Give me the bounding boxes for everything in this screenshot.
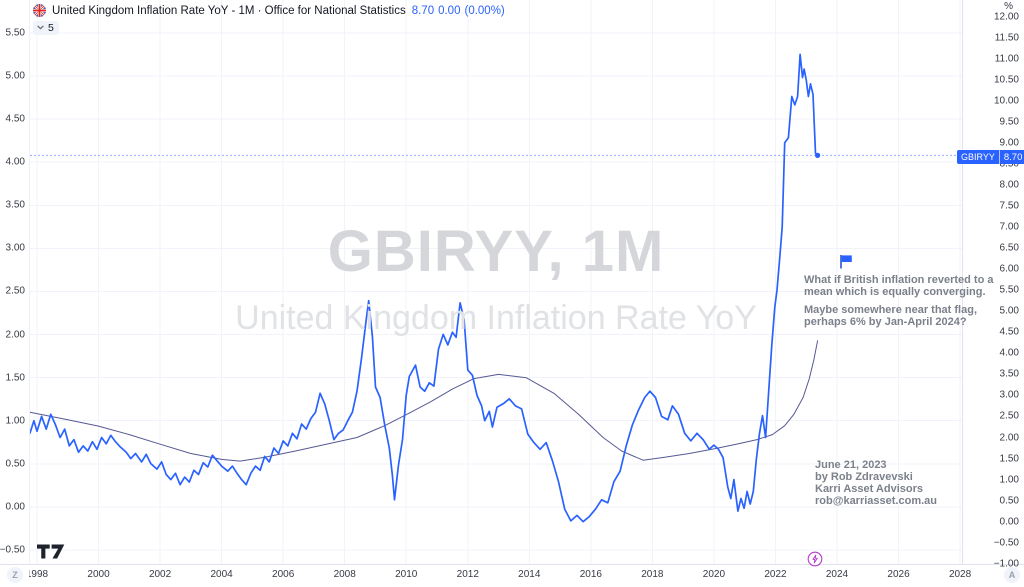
right-axis-tick: −0.50 <box>993 537 1019 549</box>
uk-flag-icon <box>33 4 46 17</box>
last-price-quote: 8.70 0.00 (0.00%) <box>412 5 509 17</box>
time-axis-tick: 2016 <box>579 569 602 580</box>
right-axis-tick: 11.00 <box>994 53 1019 65</box>
right-axis-tick: 5.50 <box>999 284 1019 296</box>
tradingview-logo[interactable] <box>37 543 69 560</box>
time-axis-tick: 2028 <box>948 569 972 580</box>
right-axis-tick: 10.00 <box>993 95 1019 107</box>
right-axis-tick: 4.00 <box>999 347 1019 359</box>
note-line: mean which is equally converging. <box>804 285 986 298</box>
last-value: 8.70 <box>411 4 435 17</box>
right-axis-unit-label: % <box>1004 1 1013 12</box>
left-axis-tick: −0.50 <box>0 544 25 556</box>
price-label-symbol: GBIRYY <box>961 152 995 162</box>
left-axis-tick: 4.50 <box>5 113 25 125</box>
chevron-down-icon <box>36 19 45 37</box>
time-axis-tick: 2010 <box>395 569 418 580</box>
signature-line: rob@karriasset.com.au <box>815 495 937 507</box>
left-axis-tick: 1.00 <box>5 415 25 427</box>
interval-dropdown[interactable]: 5 <box>33 21 59 35</box>
time-axis-tick: 2000 <box>87 569 110 580</box>
signature-line: June 21, 2023 <box>815 459 887 471</box>
right-axis-tick: −1.00 <box>993 558 1019 570</box>
time-axis[interactable]: 1998 2000 2002 2004 2006 2008 2010 2012 2014 2016… <box>29 564 1024 587</box>
watermark-symbol: GBIRYY, 1M <box>327 219 665 284</box>
right-axis-tick: 9.00 <box>999 137 1019 149</box>
time-axis-tick: 2008 <box>333 569 356 580</box>
time-axis-tick: 2004 <box>210 569 233 580</box>
watermark-title: United Kingdom Inflation Rate YoY <box>235 299 757 337</box>
left-axis-tick: 3.50 <box>5 199 25 211</box>
right-axis-tick: 8.00 <box>999 179 1019 191</box>
time-axis-tick: 2022 <box>764 569 787 580</box>
right-axis-tick: 0.50 <box>999 495 1019 507</box>
time-axis-border <box>0 564 1024 565</box>
right-axis-tick: 11.50 <box>994 32 1019 44</box>
left-axis-tick: 5.50 <box>5 27 25 39</box>
note-line: What if British inflation reverted to a <box>804 274 994 286</box>
right-axis-border <box>962 0 963 564</box>
left-axis-tick: 4.00 <box>5 156 25 168</box>
right-axis-tick: 2.50 <box>999 410 1019 422</box>
left-price-axis[interactable]: 5.50 5.00 4.50 4.00 3.50 3.00 2.50 2.00 1.50 1.00… <box>0 0 27 564</box>
price-axis-label: GBIRYY 8.70 <box>957 150 1024 164</box>
signature-line: by Rob Zdravevski <box>815 471 913 483</box>
change-value: 0.00 <box>438 4 461 17</box>
signature-line: Karri Asset Advisors <box>815 483 924 495</box>
price-label-divider <box>998 150 1000 164</box>
annotation-signature[interactable]: June 21, 2023 by Rob Zdravevski Karri As… <box>815 459 937 507</box>
time-axis-tick: 2026 <box>887 569 910 580</box>
right-axis-tick: 10.50 <box>993 74 1019 86</box>
note-line: Maybe somewhere near that flag, <box>804 304 977 316</box>
right-axis-tick: 3.50 <box>999 368 1019 380</box>
change-percent: (0.00%) <box>464 4 505 17</box>
right-axis-tick: 1.00 <box>999 474 1019 486</box>
time-axis-tick: 2018 <box>641 569 664 580</box>
time-axis-tick: 2024 <box>825 569 849 580</box>
right-axis-tick: 5.00 <box>999 305 1019 317</box>
right-axis-tick: 6.50 <box>999 242 1019 254</box>
note-line: perhaps 6% by Jan-April 2024? <box>804 315 967 328</box>
right-axis-tick: 6.00 <box>999 263 1019 275</box>
right-axis-tick: 4.50 <box>999 326 1019 338</box>
time-axis-tick: 1998 <box>29 569 49 580</box>
annotation-note-1[interactable]: What if British inflation reverted to a … <box>804 274 994 298</box>
time-axis-tick: 2002 <box>148 569 172 580</box>
symbol-legend: United Kingdom Inflation Rate YoY - 1M ·… <box>33 4 509 17</box>
right-axis-tick: 2.00 <box>999 432 1019 443</box>
left-axis-border <box>29 0 30 564</box>
time-axis-tick: 2014 <box>518 569 541 580</box>
left-axis-tick: 2.00 <box>5 329 25 341</box>
time-axis-tick: 2012 <box>456 569 479 580</box>
right-axis-tick: 7.00 <box>999 221 1019 233</box>
time-axis-tick: 2006 <box>272 569 295 580</box>
right-axis-tick: 3.00 <box>999 389 1019 401</box>
right-axis-tick: 0.00 <box>999 516 1019 528</box>
price-label-value: 8.70 <box>1003 151 1023 163</box>
symbol-title[interactable]: United Kingdom Inflation Rate YoY - 1M ·… <box>52 4 406 17</box>
left-axis-tick: 2.50 <box>5 285 25 297</box>
left-axis-tick: 5.00 <box>5 70 25 82</box>
right-axis-tick: 1.50 <box>999 453 1019 465</box>
right-axis-tick: 7.50 <box>999 200 1019 212</box>
time-axis-tick: 2020 <box>702 569 726 580</box>
left-axis-tick: 0.00 <box>5 501 25 513</box>
events-lightning-icon[interactable] <box>807 551 823 567</box>
auto-scale-button[interactable]: A <box>1004 567 1020 583</box>
flag-marker-icon[interactable] <box>839 254 853 269</box>
right-price-axis[interactable]: % 12.0011.5011.0010.5010.009.509.008.508… <box>962 0 1024 587</box>
left-axis-tick: 1.50 <box>5 372 25 384</box>
scale-button-left[interactable]: Z <box>7 567 23 583</box>
right-axis-tick: 9.50 <box>999 116 1019 128</box>
left-axis-tick: 3.00 <box>5 242 25 254</box>
left-axis-tick: 0.50 <box>5 458 25 470</box>
annotation-note-2[interactable]: Maybe somewhere near that flag, perhaps … <box>804 304 977 328</box>
interval-dropdown-value: 5 <box>48 22 54 34</box>
right-axis-tick: 12.00 <box>993 11 1019 22</box>
